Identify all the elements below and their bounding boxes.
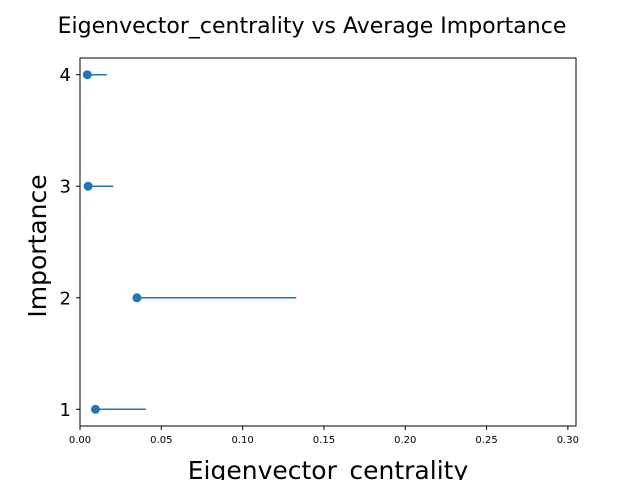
x-tick-label: 0.15 <box>313 435 335 446</box>
x-tick-label: 0.30 <box>557 435 579 446</box>
data-point <box>132 293 142 303</box>
chart-title: Eigenvector_centrality vs Average Import… <box>58 14 567 39</box>
y-tick-label: 1 <box>60 400 71 421</box>
y-axis: 1 2 3 4 <box>60 65 80 421</box>
x-axis-label: Eigenvector_centrality <box>188 456 469 480</box>
x-axis: 0.00 0.05 0.10 0.15 0.20 0.25 0.30 <box>69 426 579 446</box>
data-point <box>90 404 100 414</box>
x-tick-label: 0.10 <box>231 435 253 446</box>
plot-area-frame <box>79 57 577 427</box>
y-tick-label: 4 <box>60 65 71 86</box>
y-axis-label: Importance <box>23 174 52 317</box>
y-tick-label: 3 <box>60 177 71 198</box>
x-tick-label: 0.20 <box>394 435 416 446</box>
data-point <box>82 70 92 80</box>
data-series <box>82 70 297 414</box>
y-tick-label: 2 <box>60 288 71 309</box>
data-point <box>83 181 93 191</box>
x-tick-label: 0.00 <box>69 435 91 446</box>
x-tick-label: 0.25 <box>475 435 497 446</box>
x-tick-label: 0.05 <box>150 435 172 446</box>
